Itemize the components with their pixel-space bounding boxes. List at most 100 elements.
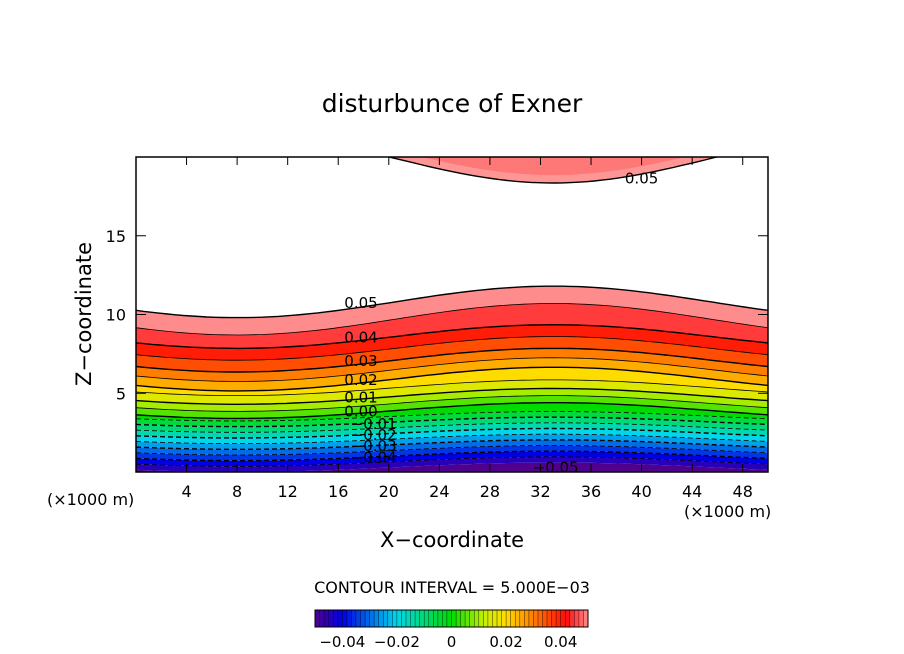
contour-line bbox=[136, 416, 768, 428]
colorbar-segment bbox=[337, 610, 343, 627]
colorbar-segment bbox=[351, 610, 357, 627]
contour-band bbox=[136, 367, 768, 396]
colorbar-segment bbox=[378, 610, 384, 627]
colorbar-tick-label: −0.02 bbox=[374, 633, 420, 651]
x-tick-label: 8 bbox=[232, 482, 242, 501]
colorbar-segment bbox=[315, 610, 320, 627]
contour-band bbox=[136, 456, 768, 472]
contour-band bbox=[136, 336, 768, 372]
colorbar-segment bbox=[410, 610, 416, 627]
contour-band bbox=[136, 388, 768, 412]
x-unit-right: (×1000 m) bbox=[684, 502, 771, 521]
colorbar-segment bbox=[501, 610, 507, 627]
contour-label: −0.05 bbox=[533, 458, 579, 476]
colorbar-tick-label: 0.04 bbox=[544, 633, 577, 651]
contour-label: −0.03 bbox=[351, 437, 397, 455]
colorbar-segment bbox=[533, 610, 539, 627]
x-tick-label: 40 bbox=[631, 482, 651, 501]
colorbar-segment bbox=[510, 610, 516, 627]
colorbar-segment bbox=[583, 610, 589, 627]
contour-band bbox=[136, 395, 768, 419]
colorbar-segment bbox=[560, 610, 566, 627]
colorbar-segment bbox=[524, 610, 530, 627]
contour-label: 0.05 bbox=[344, 294, 377, 312]
colorbar-segment bbox=[433, 610, 439, 627]
contour-line bbox=[136, 411, 768, 422]
x-unit-left: (×1000 m) bbox=[47, 490, 134, 509]
contour-line bbox=[136, 395, 768, 412]
contour-band bbox=[136, 348, 768, 382]
x-tick-label: 12 bbox=[278, 482, 298, 501]
colorbar-segment bbox=[547, 610, 552, 627]
colorbar-segment bbox=[328, 610, 334, 627]
contour-label-layer: 0.050.050.040.030.020.010.00−0.01−0.02−0… bbox=[344, 169, 658, 476]
contour-label: 0.02 bbox=[344, 371, 377, 389]
colorbar-segment bbox=[506, 610, 512, 627]
contour-line bbox=[136, 450, 768, 462]
contour-line bbox=[136, 357, 768, 382]
colorbar-segment bbox=[487, 610, 493, 627]
x-tick-label: 28 bbox=[480, 482, 500, 501]
contour-interval-text: CONTOUR INTERVAL = 5.000E−03 bbox=[314, 578, 590, 597]
colorbar-segment bbox=[442, 610, 448, 627]
contour-label: 0.05 bbox=[625, 169, 658, 187]
contour-label: 0.01 bbox=[344, 388, 377, 406]
chart-title: disturbunce of Exner bbox=[322, 89, 583, 118]
colorbar-segment bbox=[483, 610, 489, 627]
contour-line bbox=[136, 456, 768, 467]
colorbar-tick-label: 0.02 bbox=[489, 633, 522, 651]
contour-band bbox=[136, 402, 768, 421]
contour-line bbox=[136, 433, 768, 444]
colorbar-segment bbox=[446, 610, 452, 627]
colorbar-segment bbox=[396, 610, 402, 627]
x-tick-label: 20 bbox=[379, 482, 399, 501]
colorbar-segment bbox=[578, 610, 584, 627]
colorbar-segment bbox=[469, 610, 475, 627]
contour-label: −0.04 bbox=[351, 448, 397, 466]
colorbar-segment bbox=[497, 610, 502, 627]
colorbar-segment bbox=[355, 610, 361, 627]
colorbar-segment bbox=[383, 610, 389, 627]
contour-line bbox=[136, 387, 768, 405]
contour-band bbox=[136, 357, 768, 391]
colorbar-segment bbox=[392, 610, 398, 627]
colorbar-segment bbox=[437, 610, 443, 627]
contour-line bbox=[136, 347, 768, 373]
colorbar-segment bbox=[456, 610, 462, 627]
y-tick-label: 5 bbox=[116, 384, 126, 403]
contour-band bbox=[136, 462, 768, 472]
colorbar bbox=[314, 610, 589, 627]
colorbar-segment bbox=[569, 610, 575, 627]
contour-label: 0.03 bbox=[344, 352, 377, 370]
x-tick-label: 36 bbox=[581, 482, 601, 501]
colorbar-segment bbox=[565, 610, 571, 627]
contour-line bbox=[386, 157, 720, 184]
colorbar-segment bbox=[374, 610, 380, 627]
contour-line bbox=[136, 366, 768, 392]
y-tick-label: 15 bbox=[106, 227, 126, 246]
x-tick-label: 24 bbox=[429, 482, 449, 501]
contour-band bbox=[421, 157, 685, 176]
colorbar-tick-label: 0 bbox=[447, 633, 457, 651]
contour-label: −0.02 bbox=[351, 426, 397, 444]
contour-label: 0.00 bbox=[344, 403, 377, 421]
contour-line-layer bbox=[136, 157, 768, 467]
contour-band bbox=[136, 303, 768, 349]
colorbar-segment bbox=[346, 610, 352, 627]
colorbar-segment bbox=[365, 610, 371, 627]
contour-line bbox=[136, 323, 768, 350]
colorbar-segment bbox=[428, 610, 434, 627]
colorbar-segment bbox=[542, 610, 548, 627]
x-axis-label: X−coordinate bbox=[380, 528, 524, 552]
contour-line bbox=[136, 303, 768, 336]
contour-line bbox=[136, 439, 768, 450]
x-tick-label: 4 bbox=[181, 482, 191, 501]
colorbar-segment bbox=[387, 610, 393, 627]
colorbar-segment bbox=[478, 610, 484, 627]
colorbar-segment bbox=[342, 610, 348, 627]
colorbar-segment bbox=[474, 610, 480, 627]
colorbar-frame bbox=[314, 609, 589, 628]
colorbar-segment bbox=[415, 610, 421, 627]
